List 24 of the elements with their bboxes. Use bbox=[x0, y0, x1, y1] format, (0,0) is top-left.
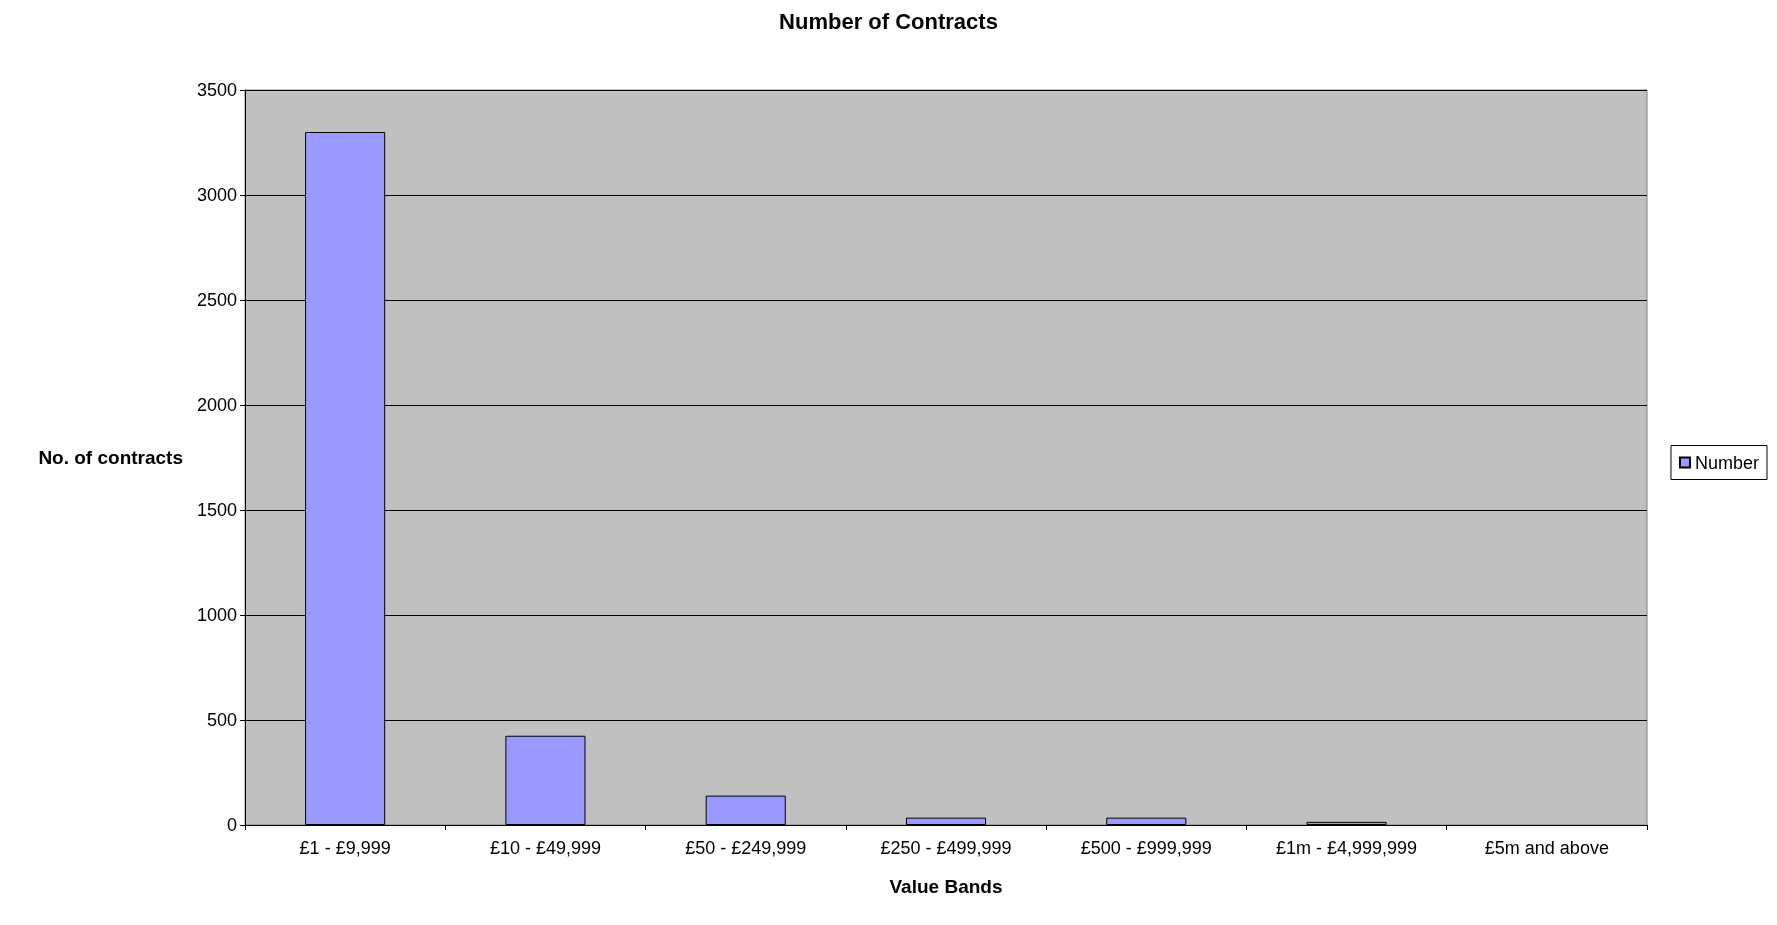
x-tick-label: £5m and above bbox=[1484, 838, 1609, 858]
x-tick-label: £1m - £4,999,999 bbox=[1276, 838, 1418, 858]
y-axis-title: No. of contracts bbox=[38, 447, 183, 468]
x-tick-label: £50 - £249,999 bbox=[685, 838, 807, 858]
bar bbox=[905, 817, 987, 825]
y-tick-label: 0 bbox=[226, 815, 237, 835]
bar bbox=[705, 795, 786, 825]
bar bbox=[1306, 821, 1387, 825]
y-tick-label: 500 bbox=[206, 710, 237, 730]
y-tick-label: 3000 bbox=[196, 185, 237, 205]
legend-label: Number bbox=[1694, 452, 1760, 473]
x-tick-label: £10 - £49,999 bbox=[489, 838, 601, 858]
x-tick-label: £250 - £499,999 bbox=[880, 838, 1012, 858]
y-tick-label: 1500 bbox=[196, 500, 237, 520]
y-tick-label: 1000 bbox=[196, 605, 237, 625]
bar bbox=[505, 735, 586, 825]
chart-title: Number of Contracts bbox=[779, 8, 998, 34]
bar bbox=[1106, 817, 1187, 825]
x-axis-title: Value Bands bbox=[889, 876, 1003, 897]
y-tick-label: 2000 bbox=[196, 395, 237, 415]
x-tick-label: £500 - £999,999 bbox=[1080, 838, 1212, 858]
y-tick-label: 2500 bbox=[196, 290, 237, 310]
y-tick-label: 3500 bbox=[196, 80, 237, 100]
x-tick-label: £1 - £9,999 bbox=[299, 838, 391, 858]
